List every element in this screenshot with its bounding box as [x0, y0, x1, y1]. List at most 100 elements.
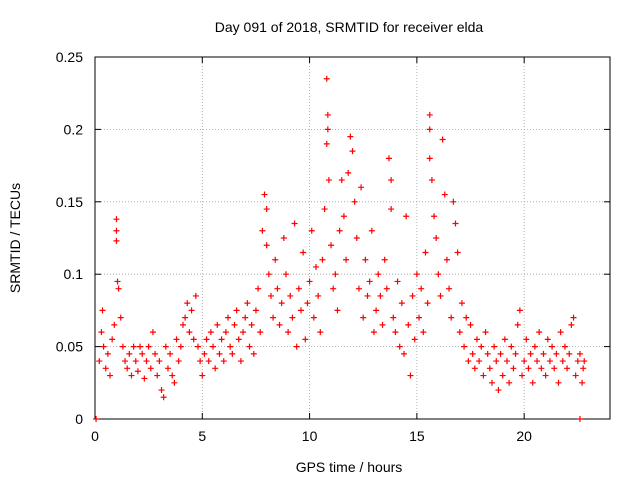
data-point: [381, 256, 388, 263]
data-point: [343, 256, 350, 263]
data-point: [480, 372, 487, 379]
data-point: [478, 343, 485, 350]
data-point: [134, 368, 141, 375]
y-tick-label: 0.15: [56, 194, 83, 210]
data-point: [164, 365, 171, 372]
data-point: [310, 314, 317, 321]
data-point: [454, 249, 461, 256]
data-point: [210, 343, 217, 350]
data-point: [114, 278, 121, 285]
data-point: [465, 358, 472, 365]
data-point: [330, 285, 337, 292]
data-point: [527, 350, 534, 357]
data-point: [574, 358, 581, 365]
data-point: [422, 249, 429, 256]
data-point: [416, 314, 423, 321]
data-point: [117, 314, 124, 321]
data-point: [295, 285, 302, 292]
data-point: [495, 387, 502, 394]
data-point: [222, 329, 229, 336]
data-point: [216, 350, 223, 357]
data-point: [119, 343, 126, 350]
data-point: [364, 292, 371, 299]
x-tick-label: 10: [302, 428, 318, 444]
data-point: [559, 358, 566, 365]
data-point: [319, 256, 326, 263]
data-point: [441, 191, 448, 198]
data-point: [192, 292, 199, 299]
data-point: [523, 336, 530, 343]
data-point: [287, 292, 294, 299]
data-point: [471, 365, 478, 372]
data-point: [506, 379, 513, 386]
data-point: [177, 343, 184, 350]
data-point: [263, 206, 270, 213]
data-point: [276, 321, 283, 328]
data-point: [576, 350, 583, 357]
data-point: [446, 285, 453, 292]
data-point: [473, 336, 480, 343]
data-point: [308, 227, 315, 234]
data-point: [188, 307, 195, 314]
data-point: [235, 336, 242, 343]
data-point: [324, 126, 331, 133]
data-point: [426, 155, 433, 162]
data-point: [504, 358, 510, 365]
data-point: [182, 314, 189, 321]
data-point: [521, 358, 528, 365]
data-point: [461, 343, 468, 350]
data-point: [115, 285, 122, 292]
data-point: [439, 136, 446, 143]
data-point: [107, 372, 114, 379]
data-point: [379, 321, 386, 328]
plot-frame: [94, 56, 611, 420]
data-point: [156, 358, 163, 365]
data-point: [546, 358, 553, 365]
data-point: [278, 300, 285, 307]
data-point: [113, 237, 120, 244]
data-point: [510, 365, 517, 372]
data-point: [171, 379, 178, 386]
data-point: [255, 285, 262, 292]
data-point: [497, 350, 504, 357]
data-point: [99, 307, 106, 314]
data-point: [214, 321, 221, 328]
y-axis-label: SRMTID / TECUs: [7, 183, 23, 293]
data-point: [334, 307, 341, 314]
data-point: [534, 358, 541, 365]
x-tick-label: 5: [198, 428, 206, 444]
data-point: [435, 271, 442, 278]
data-point: [512, 350, 519, 357]
data-point: [143, 358, 150, 365]
data-point: [484, 350, 491, 357]
data-point: [448, 314, 455, 321]
data-point: [96, 358, 103, 365]
data-point: [456, 329, 463, 336]
data-point: [197, 358, 204, 365]
data-point: [203, 336, 210, 343]
data-point: [360, 314, 367, 321]
data-point: [124, 365, 131, 372]
data-point: [349, 148, 356, 155]
data-point: [93, 416, 100, 422]
data-point: [289, 314, 296, 321]
data-point: [158, 387, 165, 394]
data-point: [227, 343, 234, 350]
data-point: [413, 271, 420, 278]
data-point: [564, 365, 571, 372]
data-point: [377, 292, 384, 299]
data-point: [540, 350, 547, 357]
data-point: [313, 263, 320, 270]
data-point: [566, 350, 573, 357]
data-point: [501, 336, 508, 343]
data-point: [220, 358, 227, 365]
data-point: [411, 336, 418, 343]
data-point: [137, 343, 144, 350]
data-point: [486, 365, 493, 372]
data-point: [576, 416, 583, 422]
data-point: [388, 206, 395, 213]
data-point: [531, 343, 538, 350]
data-point: [409, 292, 416, 299]
data-point: [205, 358, 212, 365]
data-point: [186, 329, 193, 336]
